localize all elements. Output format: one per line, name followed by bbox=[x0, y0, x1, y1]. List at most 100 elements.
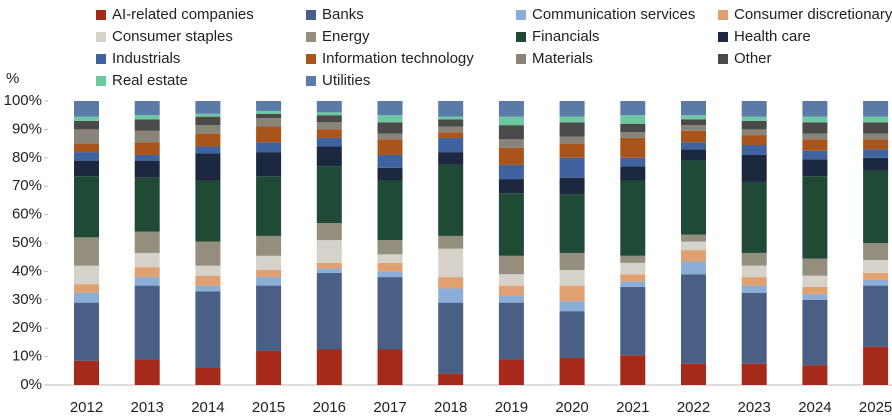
bar-segment bbox=[802, 287, 828, 295]
bar-segment bbox=[74, 265, 99, 285]
bar-segment bbox=[620, 180, 646, 256]
bar-segment bbox=[498, 193, 524, 256]
bar-segment bbox=[620, 101, 646, 116]
bar-segment bbox=[559, 143, 585, 158]
bar-segment bbox=[438, 235, 464, 249]
bar-segment bbox=[256, 269, 282, 278]
x-tick-label: 2023 bbox=[738, 399, 771, 416]
bar-segment bbox=[377, 180, 403, 241]
bar-segment bbox=[74, 284, 99, 293]
bar-segment bbox=[195, 291, 221, 368]
bar-segment bbox=[195, 113, 221, 117]
legend-label: Communication services bbox=[532, 6, 695, 23]
legend-label: Consumer discretionary bbox=[734, 6, 892, 23]
bar-segment bbox=[681, 125, 706, 131]
bar-segment bbox=[620, 123, 646, 133]
x-tick-label: 2020 bbox=[555, 399, 588, 416]
x-tick-label: 2014 bbox=[191, 399, 224, 416]
bar-segment bbox=[681, 160, 706, 235]
legend-swatch bbox=[516, 54, 526, 64]
legend-swatch bbox=[96, 76, 106, 86]
bar-segment bbox=[498, 179, 524, 194]
legend-swatch bbox=[96, 54, 106, 64]
bar-segment bbox=[802, 294, 828, 300]
bar-segment bbox=[438, 126, 464, 133]
bar-segment bbox=[256, 118, 282, 127]
bar-segment bbox=[195, 133, 221, 147]
bar-segment bbox=[681, 363, 706, 385]
bar-segment bbox=[74, 101, 99, 117]
bar-segment bbox=[377, 349, 403, 385]
bar-segment bbox=[256, 142, 282, 153]
bar-segment bbox=[316, 122, 342, 130]
bar-segment bbox=[863, 116, 889, 123]
bar-segment bbox=[863, 133, 889, 140]
bar-segment bbox=[498, 147, 524, 165]
bar-segment bbox=[438, 137, 464, 153]
legend-swatch bbox=[96, 10, 106, 20]
bar-segment bbox=[802, 116, 828, 123]
bar-segment bbox=[802, 133, 828, 140]
bar-segment bbox=[559, 116, 585, 123]
y-tick-label: 10% bbox=[12, 348, 42, 365]
bar-segment bbox=[195, 275, 221, 286]
bar-segment bbox=[741, 285, 767, 293]
bar-segment bbox=[863, 346, 889, 385]
bar-segment bbox=[195, 367, 221, 385]
bar-segment bbox=[681, 101, 706, 116]
bar-segment bbox=[741, 292, 767, 364]
bar-segment bbox=[741, 129, 767, 136]
bar-segment bbox=[74, 302, 99, 361]
bar-segment bbox=[195, 241, 221, 266]
bar-segment bbox=[498, 285, 524, 296]
bar-segment bbox=[316, 240, 342, 263]
bar-segment bbox=[620, 137, 646, 158]
bar-segment bbox=[741, 265, 767, 278]
bar-segment bbox=[498, 295, 524, 303]
bar-segment bbox=[620, 132, 646, 138]
bar-segment bbox=[498, 274, 524, 286]
bar-segment bbox=[863, 149, 889, 158]
bar-segment bbox=[741, 181, 767, 253]
bar-segment bbox=[195, 180, 221, 242]
y-tick-label: 60% bbox=[12, 206, 42, 223]
y-tick-label: 70% bbox=[12, 177, 42, 194]
legend-label: Consumer staples bbox=[112, 28, 233, 45]
bar-segment bbox=[498, 359, 524, 385]
x-tick-label: 2018 bbox=[434, 399, 467, 416]
legend-label: Information technology bbox=[322, 50, 474, 67]
legend-label: Materials bbox=[532, 50, 593, 67]
bar-segment bbox=[256, 350, 282, 385]
legend-swatch bbox=[718, 54, 728, 64]
bar-segment bbox=[316, 129, 342, 138]
bar-segment bbox=[438, 152, 464, 165]
bar-segment bbox=[316, 115, 342, 123]
bar-segment bbox=[681, 149, 706, 161]
bar-segment bbox=[134, 231, 160, 253]
bar-segment bbox=[74, 292, 99, 303]
bar-segment bbox=[620, 115, 646, 124]
legend-label: Banks bbox=[322, 6, 364, 23]
bar-segment bbox=[316, 101, 342, 113]
y-tick-label: 40% bbox=[12, 262, 42, 279]
bar-segment bbox=[256, 152, 282, 177]
bar-segment bbox=[559, 177, 585, 195]
bar-segment bbox=[498, 139, 524, 148]
bar-segment bbox=[559, 122, 585, 137]
bar-segment bbox=[377, 154, 403, 168]
bar-segment bbox=[377, 240, 403, 255]
x-tick-label: 2024 bbox=[798, 399, 831, 416]
bar-segment bbox=[377, 122, 403, 134]
x-tick-label: 2017 bbox=[373, 399, 406, 416]
legend-label: Energy bbox=[322, 28, 370, 45]
legend-swatch bbox=[306, 32, 316, 42]
bar-segment bbox=[802, 176, 828, 259]
y-tick-label: 20% bbox=[12, 319, 42, 336]
bar-segment bbox=[802, 258, 828, 276]
y-tick-label: 100% bbox=[4, 92, 42, 109]
x-tick-label: 2015 bbox=[252, 399, 285, 416]
legend-swatch bbox=[516, 10, 526, 20]
bar-segment bbox=[802, 365, 828, 385]
bar-segment bbox=[74, 237, 99, 266]
bar-segment bbox=[498, 302, 524, 360]
